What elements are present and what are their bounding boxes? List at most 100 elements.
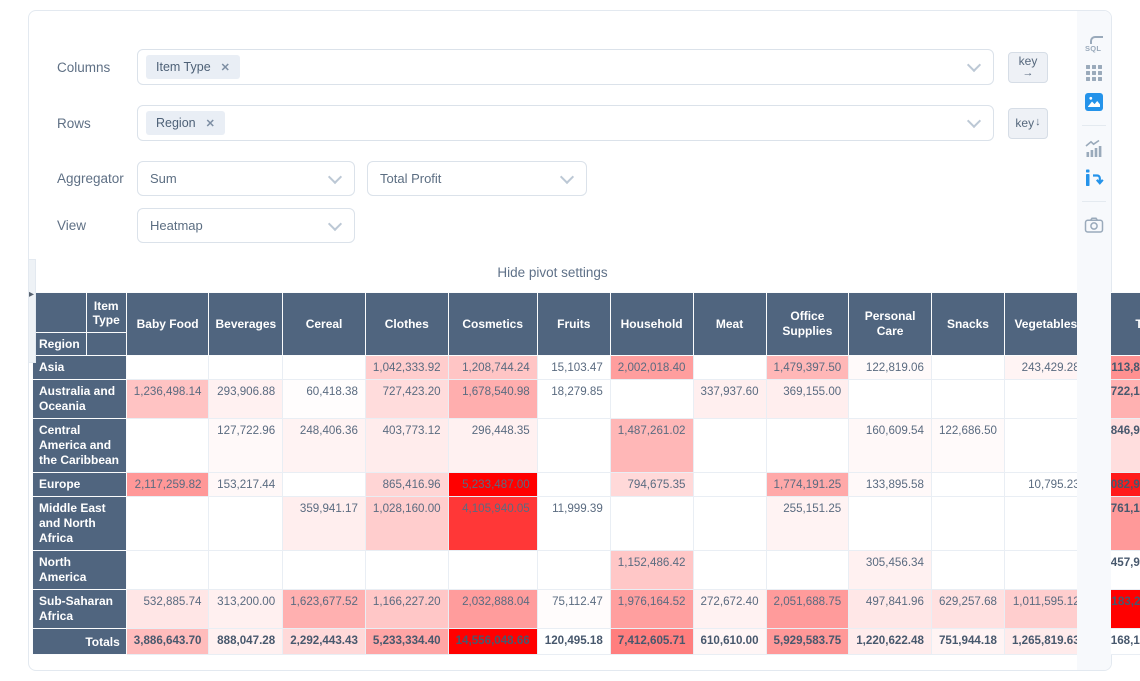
arrow-down-icon: ↓ [1035,116,1041,129]
remove-pill-icon[interactable]: ✕ [220,61,230,74]
rows-select[interactable]: Region ✕ [137,105,994,141]
pivot-cell: 1,028,160.00 [364,496,449,551]
col-total-cell: 1,220,622.48 [848,628,932,655]
aggregator-field-select[interactable]: Total Profit [367,161,587,196]
pivot-cell: 243,429.28 [1003,355,1088,380]
key-label: key [1015,115,1035,130]
col-header: Beverages [208,292,284,356]
pivot-cell: 293,906.88 [208,379,284,419]
pivot-cell [692,472,767,497]
camera-icon[interactable] [1083,214,1105,236]
pivot-cell: 248,406.36 [282,418,366,473]
col-total-cell: 5,233,334.40 [364,628,449,655]
col-total-cell: 2,292,443.43 [282,628,366,655]
empty-header [85,332,127,356]
pivot-cell: 160,609.54 [848,418,932,473]
pivot-cell: 2,051,688.75 [765,589,850,629]
pivot-cell: 629,257.68 [930,589,1005,629]
col-total-cell: 610,610.00 [692,628,767,655]
col-total-cell: 888,047.28 [208,628,284,655]
region-pill[interactable]: Region ✕ [146,111,225,135]
pivot-cell [765,418,850,473]
pivot-cell [125,496,210,551]
sort-columns-key-button[interactable]: key → [1008,51,1048,83]
pivot-cell: 1,208,744.24 [447,355,538,380]
pivot-cell [930,355,1005,380]
aggregator-value: Sum [150,171,177,186]
pivot-cell: 15,103.47 [536,355,611,380]
chart-icon[interactable] [1083,138,1105,160]
rows-row: Rows Region ✕ key ↓ [57,105,1048,141]
col-header: Clothes [364,292,449,356]
pivot-cell: 1,011,595.12 [1003,589,1088,629]
sort-rows-key-button[interactable]: key ↓ [1008,107,1048,139]
expand-panel-handle[interactable]: ▸ [28,259,36,363]
columns-select[interactable]: Item Type ✕ [137,49,994,85]
chevron-down-icon [559,169,575,184]
pivot-cell [536,472,611,497]
pivot-cell: 255,151.25 [765,496,850,551]
col-total-cell: 751,944.18 [930,628,1005,655]
visualization-icon[interactable] [1083,91,1105,113]
hide-pivot-settings-link[interactable]: Hide pivot settings [497,265,608,280]
pivot-cell: 1,152,486.42 [609,550,694,590]
pivot-cell [282,355,366,380]
col-header: Snacks [930,292,1005,356]
table-icon[interactable] [1083,62,1105,84]
pivot-cell: 1,678,540.98 [447,379,538,419]
pivot-cell [282,472,366,497]
aggregator-field-value: Total Profit [380,171,442,186]
pivot-cell: 153,217.44 [208,472,284,497]
view-select[interactable]: Heatmap [137,208,355,243]
sql-icon[interactable]: SQL [1083,33,1105,55]
pivot-cell [692,550,767,590]
pivot-cell: 133,895.58 [848,472,932,497]
item-type-pill[interactable]: Item Type ✕ [146,55,240,79]
pivot-cell: 122,686.50 [930,418,1005,473]
pivot-cell [208,355,284,380]
pivot-cell [930,379,1005,419]
pivot-cell: 359,941.17 [282,496,366,551]
aggregator-label: Aggregator [57,171,124,186]
pivot-cell [1003,418,1088,473]
pivot-cell [765,550,850,590]
row-header: Europe [32,472,127,497]
pivot-cell [282,550,366,590]
remove-pill-icon[interactable]: ✕ [205,117,215,130]
pivot-icon[interactable] [1083,167,1105,189]
pivot-cell [609,379,694,419]
pivot-cell [609,496,694,551]
pivot-cell [930,496,1005,551]
col-header: Office Supplies [765,292,850,356]
pivot-cell [125,355,210,380]
col-header: Cereal [282,292,366,356]
pivot-cell: 10,795.23 [1003,472,1088,497]
pivot-cell: 75,112.47 [536,589,611,629]
aggregator-select[interactable]: Sum [137,161,355,196]
col-header: Baby Food [125,292,210,356]
col-total-cell: 5,929,583.75 [765,628,850,655]
pivot-cell [930,472,1005,497]
totals-row-label: Totals [32,628,127,655]
pivot-cell [208,550,284,590]
pivot-cell [1003,550,1088,590]
col-header: Fruits [536,292,611,356]
col-header: Personal Care [848,292,932,356]
pivot-cell: 4,105,940.05 [447,496,538,551]
pivot-cell: 1,487,261.02 [609,418,694,473]
row-header: Sub-Saharan Africa [32,589,127,629]
pivot-cell: 2,002,018.40 [609,355,694,380]
pivot-cell [930,550,1005,590]
pivot-cell: 794,675.35 [609,472,694,497]
pivot-cell: 122,819.06 [848,355,932,380]
col-total-cell: 3,886,643.70 [125,628,210,655]
pivot-cell: 1,166,227.20 [364,589,449,629]
view-value: Heatmap [150,218,203,233]
pivot-table: Item Type Baby Food Beverages Cereal Clothes… [32,292,1140,655]
col-header: Household [609,292,694,356]
item-type-pill-label: Item Type [156,60,211,74]
pivot-cell [692,355,767,380]
toolbar-divider [1082,201,1106,202]
pivot-cell: 18,279.85 [536,379,611,419]
key-label: key [1018,53,1038,68]
